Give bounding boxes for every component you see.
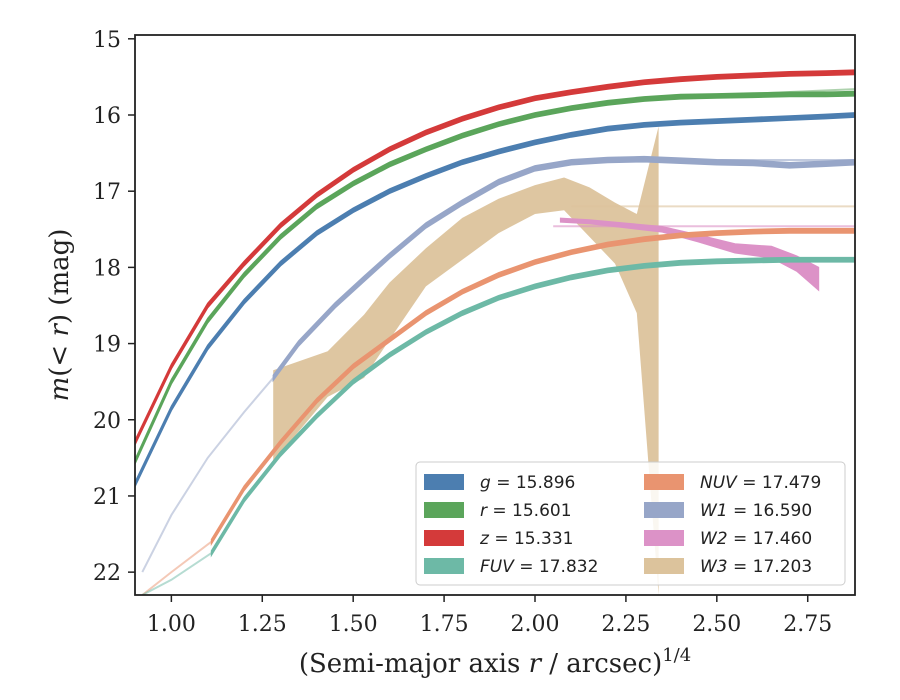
y-tick-label: 20 xyxy=(93,409,121,434)
series-r-band xyxy=(135,90,855,465)
plot-frame xyxy=(134,34,856,596)
y-tick-label: 15 xyxy=(93,28,121,53)
x-tick-label: 1.25 xyxy=(238,612,287,637)
x-tick-label: 1.75 xyxy=(420,612,469,637)
legend-entry-w3: W3 = 17.203 xyxy=(644,557,812,577)
y-tick-label: 21 xyxy=(93,485,121,510)
legend-label: FUV = 17.832 xyxy=(480,557,598,577)
y-tick-label: 22 xyxy=(93,561,121,586)
x-tick-label: 2.00 xyxy=(511,612,560,637)
series-w3-band xyxy=(273,126,659,595)
legend-swatch xyxy=(424,502,464,518)
legend-label: z = 15.331 xyxy=(479,529,573,549)
legend-frame xyxy=(415,461,846,586)
legend-entry-z: z = 15.331 xyxy=(424,529,573,549)
plot-area xyxy=(135,69,855,595)
x-tick-label: 1.50 xyxy=(329,612,378,637)
series-w1-band xyxy=(272,155,855,383)
y-tick-label: 17 xyxy=(93,180,121,205)
legend-label: r = 15.601 xyxy=(480,501,572,521)
legend-label: NUV = 17.479 xyxy=(700,473,821,493)
legend-swatch xyxy=(424,530,464,546)
legend-swatch xyxy=(424,474,464,490)
legend-swatch xyxy=(424,558,464,574)
series-w1-faint-line xyxy=(141,377,274,573)
legend-entry-w1: W1 = 16.590 xyxy=(644,501,812,521)
legend-entry-r: r = 15.601 xyxy=(424,501,572,521)
series-g-band xyxy=(135,112,855,488)
y-axis: 15 16 17 18 19 20 21 22 xyxy=(93,28,135,586)
legend-swatch xyxy=(644,474,684,490)
series-z-band xyxy=(135,69,855,446)
legend-entry-fuv: FUV = 17.832 xyxy=(424,557,598,577)
x-tick-label: 2.25 xyxy=(601,612,650,637)
x-axis-label: (Semi-major axis r / arcsec)1/4 xyxy=(299,645,691,679)
y-axis-label: m(< r) (mag) xyxy=(45,229,75,402)
series-nuv-band xyxy=(210,227,855,547)
x-tick-label: 2.75 xyxy=(783,612,832,637)
legend-label: W1 = 16.590 xyxy=(700,501,812,521)
y-tick-label: 16 xyxy=(93,104,121,129)
legend-swatch xyxy=(644,558,684,574)
legend-label: W2 = 17.460 xyxy=(700,529,812,549)
x-axis: 1.00 1.25 1.50 1.75 2.00 2.25 2.50 2.75 xyxy=(147,595,832,637)
legend-entry-nuv: NUV = 17.479 xyxy=(644,473,821,493)
legend: g = 15.896 r = 15.601 z = 15.331 FUV = 17.8… xyxy=(415,461,846,586)
series-fuv-faint-line xyxy=(141,552,212,595)
legend-entry-w2: W2 = 17.460 xyxy=(644,529,812,549)
legend-swatch xyxy=(644,530,684,546)
y-tick-label: 19 xyxy=(93,333,121,358)
legend-label: g = 15.896 xyxy=(480,473,575,493)
legend-entry-g: g = 15.896 xyxy=(424,473,575,493)
legend-swatch xyxy=(644,502,684,518)
y-tick-label: 18 xyxy=(93,256,121,281)
x-tick-label: 2.50 xyxy=(692,612,741,637)
series-nuv-faint-line xyxy=(141,540,213,595)
legend-label: W3 = 17.203 xyxy=(700,557,812,577)
series-fuv-band xyxy=(210,256,855,558)
x-tick-label: 1.00 xyxy=(147,612,196,637)
